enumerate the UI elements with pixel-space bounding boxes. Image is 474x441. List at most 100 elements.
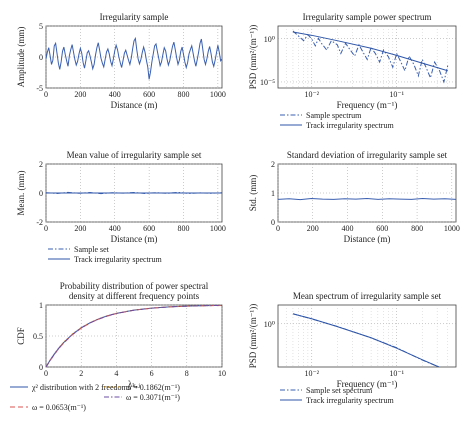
x-tick-label: 800	[178, 224, 190, 233]
chart-title: Irregularity sample power spectrum	[303, 12, 432, 22]
plot-area	[277, 163, 457, 223]
series-group	[278, 198, 456, 201]
series-line	[46, 305, 222, 367]
y-tick-label: 2	[271, 160, 275, 169]
x-axis-label: λₖ,ⱼ	[128, 379, 140, 389]
grid	[278, 305, 456, 367]
x-axis-label: Distance (m)	[111, 100, 158, 110]
y-tick-label: 10⁻⁵	[260, 78, 275, 87]
x-tick-label: 1000	[444, 224, 460, 233]
chart-p5: Probability distribution of power spectr…	[10, 281, 226, 412]
y-tick-label: 0	[271, 218, 275, 227]
legend-label: Sample set spectrum	[306, 386, 373, 395]
series-line	[46, 305, 222, 367]
x-axis-label: Frequency (m⁻¹)	[337, 100, 398, 110]
y-tick-label: 10⁰	[264, 35, 275, 44]
y-tick-label: 10⁰	[264, 320, 275, 329]
y-tick-label: -2	[36, 218, 43, 227]
legend-label: Track irregularity spectrum	[74, 255, 162, 264]
x-tick-label: 10	[218, 369, 226, 378]
grid	[278, 26, 456, 88]
x-axis-label: Distance (m)	[111, 234, 158, 244]
grid	[45, 304, 223, 368]
y-tick-label: -5	[36, 84, 43, 93]
y-axis-label: Amplitude (mm)	[16, 27, 26, 88]
chart-title: Mean spectrum of irregularity sample set	[293, 291, 442, 301]
x-tick-label: 1000	[210, 224, 226, 233]
y-axis-label: Mean. (mm)	[16, 171, 26, 216]
legend-label: χ² distribution with 2 freedoms	[31, 383, 131, 392]
legend: χ² distribution with 2 freedoms ω = 0.065…	[10, 383, 180, 412]
x-tick-label: 10⁻¹	[389, 369, 404, 378]
chart-title: Probability distribution of power spectr…	[60, 281, 209, 291]
x-tick-label: 10⁻²	[304, 90, 319, 99]
series-group	[292, 313, 441, 367]
series-group	[46, 191, 222, 195]
y-tick-label: 5	[39, 22, 43, 31]
grid	[277, 163, 456, 223]
x-tick-label: 400	[342, 224, 354, 233]
y-axis-label: PSD (mm²/(m⁻¹))	[248, 25, 258, 89]
x-tick-label: 200	[74, 224, 86, 233]
legend-label: Sample set	[74, 245, 110, 254]
series-line	[292, 313, 441, 367]
legend-label: Track irregularity spectrum	[306, 121, 394, 130]
x-tick-label: 10⁻²	[304, 369, 319, 378]
series-group	[292, 30, 449, 84]
legend-label: Sample spectrum	[306, 111, 362, 120]
y-tick-label: 0.5	[33, 332, 43, 341]
x-tick-label: 400	[109, 90, 121, 99]
series-line	[292, 30, 449, 84]
x-tick-label: 1000	[210, 90, 226, 99]
x-tick-label: 8	[185, 369, 189, 378]
chart-p2: Irregularity sample power spectrum 10⁻² 10…	[248, 12, 457, 130]
x-tick-label: 0	[276, 224, 280, 233]
series-group	[46, 305, 222, 367]
x-tick-label: 400	[109, 224, 121, 233]
chart-title: density at different frequency points	[69, 291, 200, 301]
y-tick-label: 0	[39, 189, 43, 198]
series-line	[292, 31, 448, 72]
x-tick-label: 600	[143, 224, 155, 233]
x-tick-label: 200	[307, 224, 319, 233]
x-tick-label: 600	[143, 90, 155, 99]
y-tick-label: 2	[39, 160, 43, 169]
x-tick-label: 10⁻¹	[389, 90, 404, 99]
y-tick-label: 1	[271, 189, 275, 198]
y-axis-label: CDF	[16, 327, 26, 345]
x-tick-label: 600	[376, 224, 388, 233]
x-tick-label: 0	[44, 90, 48, 99]
legend-label: ω = 0.0653(m⁻¹)	[32, 403, 86, 412]
x-tick-label: 200	[74, 90, 86, 99]
series-group	[46, 36, 222, 80]
legend-label: ω = 0.1862(m⁻¹)	[126, 383, 180, 392]
series-line	[278, 198, 456, 201]
series-line	[46, 36, 222, 80]
x-tick-label: 0	[44, 224, 48, 233]
chart-title: Standard deviation of irregularity sampl…	[287, 150, 448, 160]
legend-label: Track irregularity spectrum	[306, 396, 394, 405]
x-tick-label: 2	[79, 369, 83, 378]
y-tick-label: 1	[39, 301, 43, 310]
x-tick-label: 6	[150, 369, 154, 378]
x-tick-label: 0	[44, 369, 48, 378]
chart-title: Irregularity sample	[100, 12, 169, 22]
y-tick-label: 0	[39, 363, 43, 372]
y-tick-label: 0	[39, 53, 43, 62]
x-tick-label: 800	[411, 224, 423, 233]
chart-title: Mean value of irregularity sample set	[67, 150, 202, 160]
x-axis-label: Frequency (m⁻¹)	[337, 379, 398, 389]
plot-area	[277, 25, 457, 89]
chart-p6: Mean spectrum of irregularity sample set…	[248, 291, 457, 405]
y-axis-label: PSD (mm²/(m⁻¹))	[248, 304, 258, 368]
chart-p4: Standard deviation of irregularity sampl…	[248, 150, 460, 244]
y-axis-label: Std. (mm)	[248, 175, 258, 212]
x-axis-label: Distance (m)	[344, 234, 391, 244]
x-tick-label: 800	[178, 90, 190, 99]
